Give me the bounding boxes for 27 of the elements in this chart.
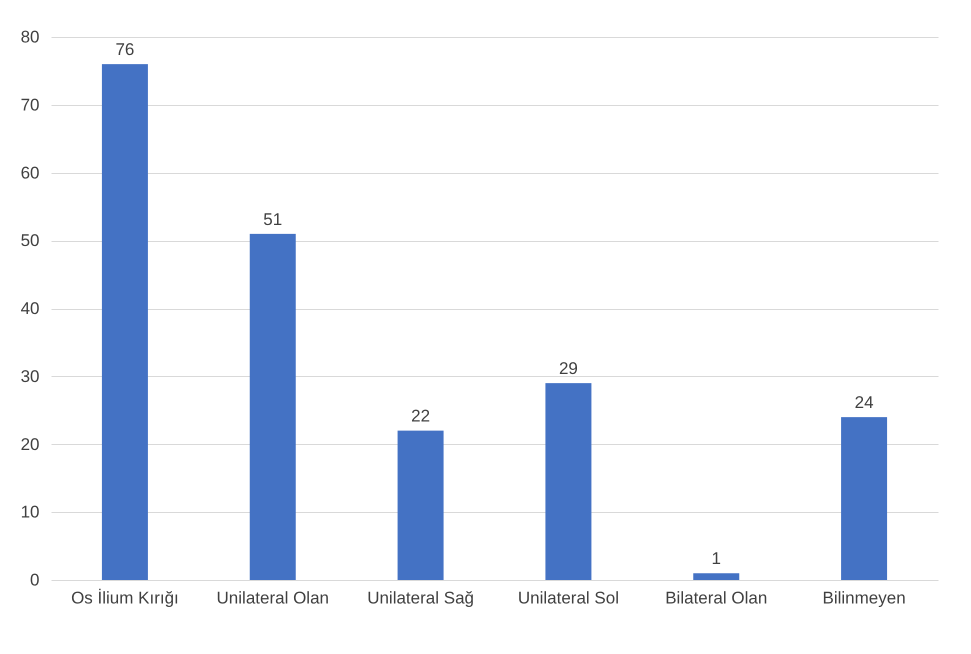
y-tick-label: 10 xyxy=(20,502,40,522)
bar xyxy=(693,573,740,580)
y-tick-label: 0 xyxy=(30,570,40,590)
data-label: 29 xyxy=(558,359,578,378)
data-label: 24 xyxy=(854,393,874,412)
y-tick-label: 20 xyxy=(20,434,40,454)
y-tick-label: 60 xyxy=(20,163,40,182)
y-tick-label: 70 xyxy=(20,95,40,114)
y-tick-label: 50 xyxy=(20,231,40,250)
y-tick-label: 40 xyxy=(20,299,40,318)
x-tick-label: Bilateral Olan xyxy=(665,588,768,608)
bar xyxy=(841,417,888,580)
x-tick-label: Unilateral Sol xyxy=(518,588,619,608)
x-tick-label: Os İlium Kırığı xyxy=(71,588,179,608)
data-label: 76 xyxy=(115,40,134,60)
data-label: 1 xyxy=(712,549,721,568)
bar xyxy=(250,234,296,580)
bar xyxy=(545,383,592,580)
x-tick-label: Unilateral Olan xyxy=(216,588,329,608)
bar xyxy=(398,430,444,580)
y-tick-label: 80 xyxy=(20,28,40,46)
data-label: 51 xyxy=(263,210,282,229)
data-label: 22 xyxy=(411,406,430,426)
x-tick-label: Bilinmeyen xyxy=(822,588,906,608)
x-tick-label: Unilateral Sağ xyxy=(367,588,474,608)
y-tick-label: 30 xyxy=(20,366,40,386)
bar xyxy=(102,64,148,580)
